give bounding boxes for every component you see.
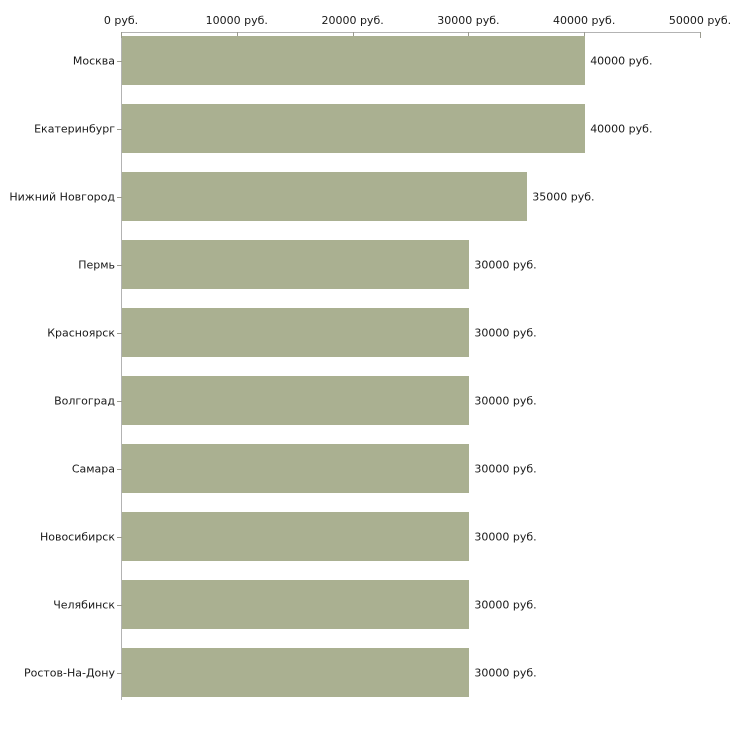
y-axis-tick	[117, 196, 122, 198]
x-axis-tick-label: 10000 руб.	[205, 14, 268, 27]
bar[interactable]	[122, 648, 470, 697]
x-axis-tick	[468, 32, 470, 38]
bar-value-label: 35000 руб.	[532, 190, 595, 203]
bar-value-label: 30000 руб.	[474, 598, 537, 611]
y-axis-tick	[117, 60, 122, 62]
y-axis-category-label: Волгоград	[54, 394, 115, 407]
y-axis-category-label: Самара	[71, 462, 115, 475]
bar-value-label: 40000 руб.	[590, 54, 653, 67]
bar-value-label: 30000 руб.	[474, 394, 537, 407]
y-axis-category-label: Нижний Новгород	[9, 190, 115, 203]
y-axis-category-label: Челябинск	[53, 598, 115, 611]
y-axis-category-label: Красноярск	[47, 326, 115, 339]
bar[interactable]	[122, 376, 470, 425]
bar[interactable]	[122, 104, 586, 153]
x-axis-tick	[236, 32, 238, 38]
bar[interactable]	[122, 240, 470, 289]
y-axis-tick	[117, 128, 122, 130]
bar-value-label: 30000 руб.	[474, 530, 537, 543]
y-axis-tick	[117, 264, 122, 266]
y-axis-category-label: Ростов-На-Дону	[23, 666, 115, 679]
bar-value-label: 30000 руб.	[474, 258, 537, 271]
x-axis-tick-label: 0 руб.	[103, 14, 139, 27]
y-axis-category-label: Пермь	[78, 258, 115, 271]
y-axis-tick	[117, 400, 122, 402]
y-axis-category-label: Москва	[72, 54, 115, 67]
bar-value-label: 30000 руб.	[474, 326, 537, 339]
y-axis-tick	[117, 332, 122, 334]
x-axis-line	[121, 32, 700, 33]
bar[interactable]	[122, 36, 586, 85]
x-axis-tick-label: 30000 руб.	[437, 14, 500, 27]
x-axis-tick-label: 40000 руб.	[553, 14, 616, 27]
y-axis-tick	[117, 604, 122, 606]
x-axis-tick-label: 50000 руб.	[668, 14, 730, 27]
x-axis-tick	[121, 32, 122, 38]
y-axis-tick	[117, 672, 122, 674]
bar-value-label: 40000 руб.	[590, 122, 653, 135]
y-axis-tick	[117, 536, 122, 538]
y-axis-line	[121, 32, 122, 700]
x-axis-tick	[352, 32, 354, 38]
bar[interactable]	[122, 308, 470, 357]
bar[interactable]	[122, 512, 470, 561]
bar-value-label: 30000 руб.	[474, 462, 537, 475]
x-axis-tick	[584, 32, 586, 38]
y-axis-category-label: Екатеринбург	[34, 122, 115, 135]
y-axis-category-label: Новосибирск	[39, 530, 115, 543]
x-axis-tick-label: 20000 руб.	[321, 14, 384, 27]
bar[interactable]	[122, 580, 470, 629]
y-axis-tick	[117, 468, 122, 470]
bar[interactable]	[122, 444, 470, 493]
x-axis-tick	[700, 32, 701, 38]
bar-value-label: 30000 руб.	[474, 666, 537, 679]
bar[interactable]	[122, 172, 528, 221]
